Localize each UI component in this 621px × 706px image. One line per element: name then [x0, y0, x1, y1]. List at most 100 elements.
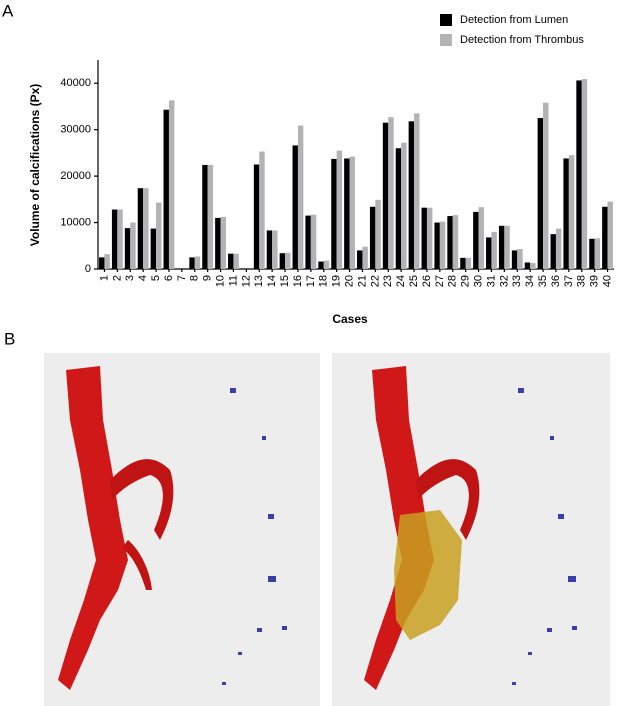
- bar: [297, 125, 304, 269]
- x-tick-label: 35: [537, 275, 549, 287]
- x-tick-label: 3: [124, 275, 136, 281]
- bar: [124, 228, 131, 269]
- bar: [292, 145, 298, 269]
- bar: [233, 253, 239, 269]
- legend-swatch: [440, 14, 452, 26]
- bar: [323, 260, 330, 269]
- x-tick-label: 16: [292, 275, 304, 287]
- bar: [143, 188, 149, 269]
- bar: [408, 121, 415, 269]
- bar: [189, 257, 195, 269]
- bar: [530, 262, 536, 269]
- x-tick-label: 1: [98, 275, 110, 281]
- bar: [310, 214, 317, 269]
- bar: [156, 202, 162, 269]
- bar: [99, 257, 105, 269]
- bar: [447, 216, 453, 269]
- x-tick-label: 4: [137, 275, 149, 281]
- bar: [524, 262, 531, 269]
- x-tick-label: 14: [266, 275, 278, 287]
- x-tick-label: 11: [227, 275, 239, 286]
- x-tick-label: 38: [576, 275, 588, 287]
- bar: [253, 164, 260, 269]
- bar: [563, 158, 569, 269]
- bar: [452, 215, 459, 269]
- bar: [259, 151, 265, 269]
- bar: [362, 246, 368, 269]
- bar: [568, 155, 575, 269]
- bar: [207, 164, 214, 269]
- panel-label: B: [4, 329, 15, 348]
- bar: [486, 237, 492, 269]
- x-tick-label: 39: [589, 275, 601, 287]
- image-panel-left: [44, 353, 320, 706]
- x-tick-label: 32: [498, 275, 510, 287]
- x-tick-label: 24: [395, 275, 407, 287]
- x-tick-label: 17: [305, 275, 317, 287]
- panel-label: A: [2, 1, 14, 20]
- x-tick-label: 36: [550, 275, 562, 287]
- x-tick-label: 34: [524, 275, 536, 287]
- x-tick-label: 6: [163, 275, 175, 281]
- bar: [266, 230, 273, 269]
- bar: [543, 102, 549, 270]
- x-tick-label: 9: [202, 275, 214, 281]
- x-tick-label: 31: [485, 275, 497, 287]
- bar: [375, 199, 381, 269]
- x-tick-label: 26: [421, 275, 433, 287]
- bar: [478, 207, 484, 269]
- bar: [576, 80, 582, 270]
- bar: [465, 257, 472, 269]
- x-tick-label: 40: [601, 275, 613, 287]
- x-tick-label: 29: [460, 275, 472, 287]
- bar: [285, 252, 291, 269]
- bar: [421, 207, 427, 269]
- bar: [426, 207, 433, 269]
- x-tick-label: 27: [434, 275, 446, 287]
- image-panel-right: [332, 353, 610, 706]
- bar: [473, 211, 479, 269]
- bar: [550, 234, 556, 269]
- bar: [272, 230, 278, 269]
- y-tick-label: 0: [85, 263, 91, 275]
- x-axis-label: Cases: [332, 312, 368, 326]
- bar: [111, 209, 118, 269]
- x-tick-label: 13: [253, 275, 265, 287]
- y-tick-label: 30000: [60, 124, 91, 136]
- bar: [504, 225, 510, 269]
- x-tick-label: 7: [176, 275, 188, 281]
- bar: [202, 164, 208, 269]
- x-tick-label: 18: [318, 275, 330, 287]
- x-tick-label: 5: [150, 275, 162, 281]
- x-tick-label: 25: [408, 275, 420, 287]
- y-tick-label: 40000: [60, 77, 91, 89]
- x-tick-label: 21: [356, 275, 368, 287]
- legend-label: Detection from Lumen: [460, 14, 568, 26]
- x-tick-label: 8: [189, 275, 201, 281]
- bar: [150, 228, 157, 269]
- legend-swatch: [440, 34, 452, 46]
- bar: [460, 257, 466, 269]
- bar: [511, 250, 518, 269]
- bar: [581, 79, 588, 269]
- x-tick-label: 15: [279, 275, 291, 287]
- y-tick-label: 10000: [60, 216, 91, 228]
- bar: [607, 201, 613, 269]
- bar: [279, 253, 286, 269]
- bar: [439, 221, 446, 269]
- x-tick-label: 30: [472, 275, 484, 287]
- bar: [228, 253, 234, 269]
- y-tick-label: 20000: [60, 170, 91, 182]
- x-tick-label: 22: [369, 275, 381, 287]
- bar: [555, 228, 562, 269]
- bar: [336, 150, 343, 269]
- bar: [589, 238, 595, 269]
- bar: [117, 209, 123, 269]
- y-axis-label: Volume of calcifications (Px): [28, 84, 42, 246]
- x-tick-label: 2: [111, 275, 123, 281]
- bar: [395, 148, 402, 269]
- bar: [491, 231, 497, 269]
- legend-label: Detection from Thrombus: [460, 34, 584, 46]
